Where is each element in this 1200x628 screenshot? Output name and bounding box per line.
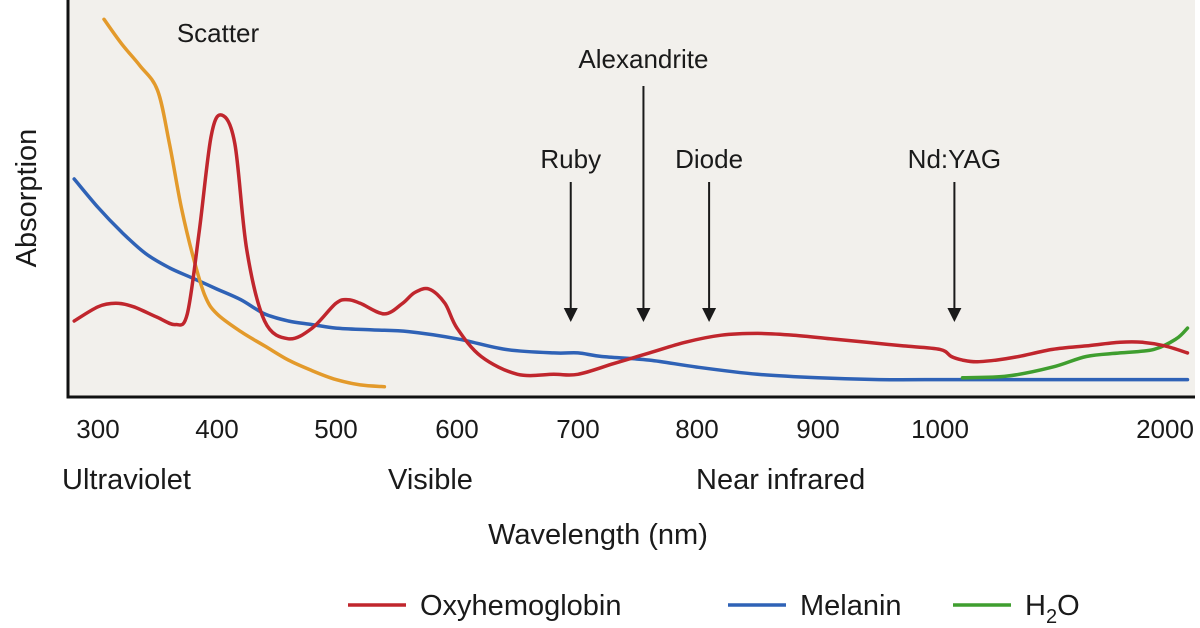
plot-background: [68, 0, 1195, 397]
annotation-nd-yag-arrowhead: [947, 308, 962, 322]
laser-annotations: Scatter Ruby Alexandrite Diode Nd:YAG: [177, 18, 1001, 322]
legend-label-oxyhemoglobin: Oxyhemoglobin: [420, 590, 622, 622]
x-tick-label: 400: [195, 414, 238, 444]
x-tick-label: 800: [675, 414, 718, 444]
legend-label-melanin: Melanin: [800, 590, 902, 622]
x-tick-label: 300: [76, 414, 119, 444]
region-label-ultraviolet: Ultraviolet: [62, 464, 191, 496]
legend: Oxyhemoglobin Melanin H2O: [348, 590, 1080, 628]
x-tick-label: 1000: [911, 414, 969, 444]
x-tick-labels: 300 400 500 600 700 800 900 1000 2000: [76, 414, 1194, 444]
x-tick-label: 2000: [1136, 414, 1194, 444]
series-layer: [72, 17, 1190, 389]
oxyhemoglobin-series-line: [72, 113, 1190, 378]
x-axis-label: Wavelength (nm): [488, 519, 708, 551]
region-label-near-infrared: Near infrared: [696, 464, 865, 496]
h2o-series-line: [960, 326, 1190, 380]
annotation-alexandrite-arrowhead: [636, 308, 651, 322]
region-label-visible: Visible: [388, 464, 473, 496]
scatter-series-line: [102, 17, 387, 389]
x-tick-label: 600: [435, 414, 478, 444]
annotation-diode-label: Diode: [675, 144, 743, 174]
annotation-alexandrite-label: Alexandrite: [578, 44, 708, 74]
y-axis-label: Absorption: [11, 129, 43, 268]
legend-label-h2o: H2O: [1025, 590, 1080, 628]
annotation-ruby-arrowhead: [563, 308, 578, 322]
x-tick-label: 900: [796, 414, 839, 444]
x-tick-label: 500: [314, 414, 357, 444]
annotation-nd-yag-label: Nd:YAG: [908, 144, 1001, 174]
annotation-scatter: Scatter: [177, 18, 260, 48]
x-tick-label: 700: [556, 414, 599, 444]
annotation-ruby-label: Ruby: [540, 144, 601, 174]
annotation-diode-arrowhead: [702, 308, 717, 322]
